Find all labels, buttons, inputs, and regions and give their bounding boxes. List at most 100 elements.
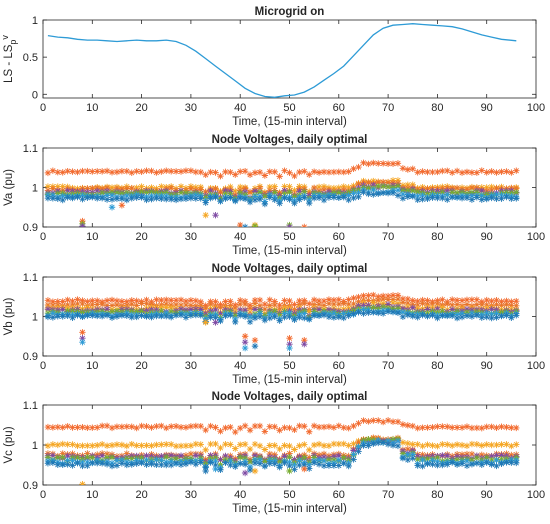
scatter-point <box>409 193 416 200</box>
y-axis-label-subscript: p <box>8 40 18 45</box>
scatter-point <box>138 459 145 467</box>
scatter-point <box>296 314 303 321</box>
scatter-point <box>113 423 121 430</box>
scatter-point <box>256 302 264 309</box>
scatter-point <box>128 195 135 202</box>
scatter-point <box>493 457 500 464</box>
scatter-point <box>365 297 372 304</box>
scatter-point <box>69 441 76 448</box>
x-axis-label: Time, (15-min interval) <box>232 116 347 128</box>
scatter-point <box>394 418 402 425</box>
y-axis-label-main: Vb (pu) <box>3 297 15 335</box>
scatter-point <box>222 452 229 460</box>
scatter-point <box>414 188 421 196</box>
scatter-point <box>375 183 382 190</box>
scatter-point <box>256 460 264 467</box>
scatter-point <box>153 312 160 320</box>
scatter-point <box>335 184 342 191</box>
scatter-point <box>202 446 209 454</box>
scatter-point <box>163 304 170 311</box>
scatter-point <box>419 456 426 464</box>
scatter-point <box>49 452 57 459</box>
scatter-point <box>301 454 308 461</box>
x-tick-label: 100 <box>527 489 545 501</box>
scatter-point <box>118 423 126 431</box>
scatter-point <box>384 417 392 424</box>
scatter-point <box>167 441 175 448</box>
scatter-point <box>498 423 505 430</box>
scatter-point <box>468 440 476 448</box>
scatter-point <box>365 292 372 299</box>
scatter-point <box>128 297 135 304</box>
scatter-point <box>64 307 71 315</box>
scatter-point <box>498 168 505 176</box>
scatter-point <box>182 460 190 468</box>
scatter-point-outlier <box>286 344 293 352</box>
scatter-point <box>493 169 500 176</box>
scatter-point <box>153 296 160 303</box>
scatter-point <box>182 189 190 197</box>
scatter-point <box>177 183 185 190</box>
scatter-point <box>320 442 328 449</box>
scatter-point <box>345 462 352 470</box>
scatter-point-outlier <box>251 342 259 350</box>
scatter-point <box>335 422 342 430</box>
scatter-point-outlier <box>301 223 308 227</box>
scatter-point <box>64 312 71 320</box>
scatter-point <box>158 461 165 469</box>
scatter-point <box>246 308 254 316</box>
scatter-point <box>350 300 357 308</box>
scatter-point <box>227 302 234 309</box>
scatter-point <box>187 297 195 304</box>
scatter-point <box>138 422 145 430</box>
scatter-point <box>330 168 338 176</box>
scatter-point <box>320 302 328 309</box>
scatter-point <box>448 312 456 319</box>
scatter-point <box>434 442 441 450</box>
scatter-point <box>429 312 436 319</box>
scatter-point <box>182 310 190 318</box>
scatter-point <box>103 312 111 319</box>
scatter-point <box>108 302 116 309</box>
scatter-point <box>370 309 377 316</box>
scatter-point <box>89 184 96 192</box>
scatter-point <box>508 169 515 176</box>
scatter-point-outlier <box>79 223 86 227</box>
x-tick-label: 50 <box>283 231 295 243</box>
scatter-point <box>212 424 219 431</box>
scatter-point <box>513 189 520 196</box>
scatter-point <box>439 441 446 448</box>
scatter-point <box>330 310 338 317</box>
scatter-point <box>503 441 510 448</box>
scatter-point <box>444 167 451 175</box>
scatter-point <box>94 301 101 308</box>
scatter-point <box>281 167 288 174</box>
scatter-point <box>251 169 259 176</box>
scatter-point <box>424 195 431 203</box>
scatter-point <box>54 183 61 190</box>
scatter-point <box>394 183 402 190</box>
scatter-point <box>192 195 200 202</box>
scatter-point <box>414 314 421 321</box>
scatter-point <box>310 459 318 466</box>
scatter-point <box>453 314 461 322</box>
scatter-point <box>365 190 372 198</box>
scatter-point-outlier <box>301 465 308 473</box>
scatter-point <box>335 313 342 321</box>
scatter-point <box>148 188 155 196</box>
scatter-point <box>498 441 505 448</box>
x-tick-label: 60 <box>333 102 345 114</box>
scatter-point <box>325 423 333 430</box>
chart-panel-1: 0 10 20 30 40 50 60 70 80 90 100 0 0.5 1 Microgrid on T… <box>0 6 545 128</box>
scatter-point <box>350 294 357 302</box>
scatter-point <box>340 454 347 461</box>
y-tick-label: 1 <box>32 15 38 27</box>
scatter-point <box>207 440 214 448</box>
scatter-point <box>192 311 200 319</box>
scatter-point <box>153 461 160 469</box>
scatter-point <box>266 310 273 318</box>
scatter-point <box>370 299 377 307</box>
scatter-point <box>513 185 520 192</box>
scatter-point <box>434 305 441 313</box>
scatter-point <box>158 195 165 203</box>
